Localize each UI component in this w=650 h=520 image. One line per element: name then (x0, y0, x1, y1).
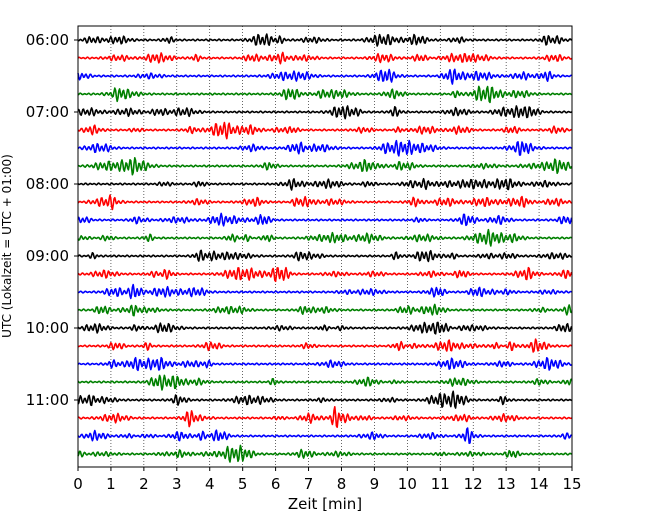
x-tick-label-4: 4 (205, 475, 215, 493)
trace-0930 (77, 283, 572, 300)
trace-0630 (77, 68, 572, 85)
trace-1030 (77, 356, 573, 372)
x-tick-label-11: 11 (431, 475, 450, 493)
x-tick-label-3: 3 (172, 475, 182, 493)
trace-0700 (77, 105, 573, 120)
y-axis-label: UTC (Lokalzeit = UTC + 01:00) (0, 154, 14, 338)
x-tick-label-6: 6 (271, 475, 281, 493)
y-tick-label-08:00: 08:00 (26, 175, 69, 193)
x-tick-label-8: 8 (337, 475, 347, 493)
trace-0900 (77, 249, 572, 263)
x-tick-label-0: 0 (73, 475, 83, 493)
plot-frame (77, 25, 573, 468)
trace-1130 (77, 427, 572, 445)
trace-1000 (77, 321, 573, 335)
x-tick-label-2: 2 (139, 475, 149, 493)
trace-0645 (77, 85, 573, 104)
trace-1115 (77, 406, 572, 428)
y-tick-label-06:00: 06:00 (26, 31, 69, 49)
trace-0730 (77, 139, 573, 157)
trace-0600 (77, 33, 573, 47)
trace-0815 (77, 194, 573, 211)
y-tick-label-10:00: 10:00 (26, 319, 69, 337)
y-tick-label-11:00: 11:00 (26, 391, 69, 409)
x-tick-label-5: 5 (238, 475, 248, 493)
seismic-traces (77, 33, 573, 463)
x-tick-label-12: 12 (464, 475, 483, 493)
x-tick-label-7: 7 (304, 475, 314, 493)
trace-0615 (77, 51, 573, 65)
trace-0715 (77, 121, 572, 140)
x-tick-label-1: 1 (106, 475, 116, 493)
trace-0800 (77, 177, 572, 191)
trace-0945 (77, 303, 573, 317)
y-tick-label-07:00: 07:00 (26, 103, 69, 121)
trace-1100 (77, 390, 573, 409)
trace-1045 (77, 374, 573, 391)
trace-0745 (77, 157, 573, 176)
trace-1015 (77, 338, 573, 353)
x-tick-label-15: 15 (562, 475, 581, 493)
trace-0845 (77, 228, 573, 247)
y-axis-ticks: 06:00 07:00 08:00 09:00 10:00 11:00 (26, 31, 78, 409)
trace-0915 (77, 266, 573, 283)
trace-0830 (77, 212, 573, 227)
x-axis-ticks: 0 1 2 3 4 5 6 7 8 9 10 11 12 13 14 15 (73, 467, 582, 493)
trace-1145 (77, 444, 573, 463)
x-tick-label-9: 9 (370, 475, 380, 493)
y-tick-label-09:00: 09:00 (26, 247, 69, 265)
x-tick-label-14: 14 (530, 475, 549, 493)
x-axis-label: Zeit [min] (288, 495, 362, 513)
x-tick-label-10: 10 (398, 475, 417, 493)
x-tick-label-13: 13 (497, 475, 516, 493)
